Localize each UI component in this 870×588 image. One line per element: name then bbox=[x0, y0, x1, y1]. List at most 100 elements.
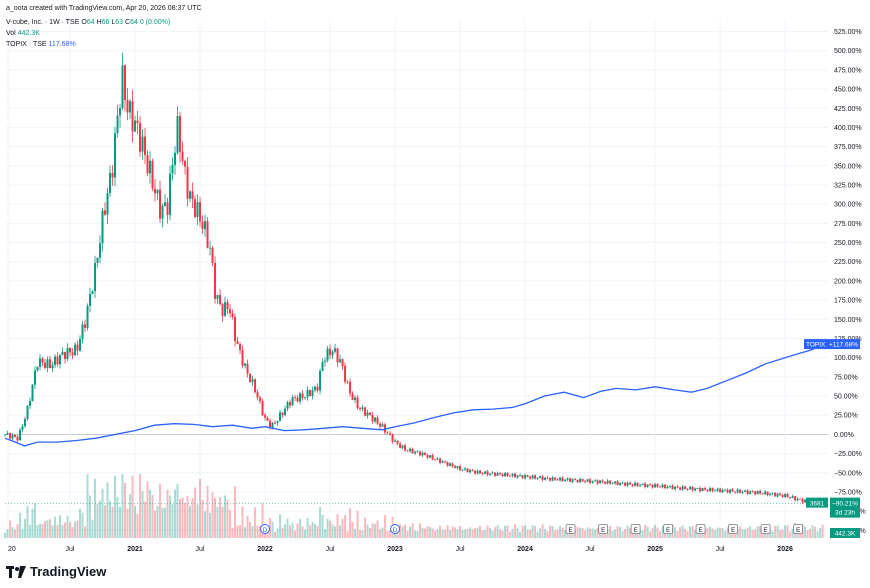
volume-bar bbox=[286, 518, 289, 538]
event-marker-label: D bbox=[263, 528, 268, 534]
volume-bar bbox=[681, 525, 684, 538]
candle-body bbox=[211, 247, 214, 263]
candle-body bbox=[109, 172, 112, 194]
candle-body bbox=[129, 101, 132, 113]
volume-bar bbox=[591, 528, 594, 538]
tradingview-logo-icon bbox=[6, 565, 26, 578]
volume-bar bbox=[336, 514, 339, 538]
x-tick-label: 2024 bbox=[517, 546, 533, 553]
tradingview-logo[interactable]: TradingView bbox=[6, 563, 106, 579]
candle-body bbox=[411, 448, 414, 454]
volume-bar bbox=[739, 526, 742, 538]
candle-body bbox=[266, 417, 269, 421]
candle-body bbox=[464, 468, 467, 470]
topix-legend[interactable]: TOPIX · TSE 117.68% bbox=[6, 40, 76, 49]
high-value: 66 bbox=[101, 19, 110, 26]
candle-body bbox=[26, 405, 29, 420]
candle-body bbox=[491, 472, 494, 474]
volume-bar bbox=[446, 525, 449, 538]
volume-bar bbox=[561, 527, 564, 538]
candle-body bbox=[6, 433, 9, 435]
volume-bar bbox=[161, 507, 164, 538]
volume-bar bbox=[491, 530, 494, 538]
candle-body bbox=[571, 479, 574, 482]
candle-body bbox=[459, 466, 462, 471]
volume-bar bbox=[434, 530, 437, 538]
volume-bar bbox=[256, 525, 259, 538]
candle-body bbox=[359, 408, 362, 410]
volume-bar bbox=[769, 528, 772, 538]
candle-body bbox=[794, 496, 797, 501]
candle-body bbox=[731, 489, 734, 492]
volume-bar bbox=[331, 524, 334, 538]
candle-body bbox=[296, 397, 299, 402]
candle-body bbox=[444, 461, 447, 463]
volume-bar bbox=[126, 508, 129, 538]
volume-legend[interactable]: Vol 442.3K bbox=[6, 29, 40, 38]
volume-bar bbox=[129, 494, 132, 538]
candle-body bbox=[676, 486, 679, 488]
candle-body bbox=[141, 136, 144, 152]
volume-bar bbox=[191, 497, 194, 538]
candle-body bbox=[249, 373, 252, 383]
candle-body bbox=[551, 477, 554, 481]
volume-bar bbox=[381, 527, 384, 538]
volume-bar bbox=[229, 510, 232, 538]
volume-bar bbox=[406, 530, 409, 538]
y-axis: 525.00% 500.00% 475.00% 450.00% 425.00% 400.0… bbox=[834, 29, 866, 535]
volume-bar bbox=[271, 521, 274, 538]
y-tick-label: 150.00% bbox=[834, 317, 862, 324]
volume-bar bbox=[424, 528, 427, 538]
candle-body bbox=[484, 471, 487, 474]
volume-bar bbox=[396, 529, 399, 538]
volume-bar bbox=[621, 531, 624, 538]
volume-bar bbox=[314, 524, 317, 538]
candle-body bbox=[781, 494, 784, 498]
volume-bar bbox=[744, 529, 747, 538]
candle-body bbox=[314, 386, 317, 391]
volume-value: 442.3K bbox=[17, 30, 40, 37]
candle-body bbox=[476, 470, 479, 474]
candle-body bbox=[369, 412, 372, 415]
candle-body bbox=[64, 351, 67, 359]
candle-body bbox=[289, 402, 292, 406]
volume-bar bbox=[56, 524, 59, 538]
volume-bar bbox=[106, 482, 109, 538]
candle-body bbox=[9, 433, 12, 439]
candle-body bbox=[714, 490, 717, 492]
candle-body bbox=[149, 160, 152, 174]
volume-bar bbox=[179, 498, 182, 538]
volume-bar bbox=[714, 530, 717, 538]
candle-body bbox=[151, 160, 154, 189]
volume-bar bbox=[301, 526, 304, 538]
volume-bar bbox=[649, 531, 652, 538]
candle-body bbox=[726, 489, 729, 493]
candle-body bbox=[754, 491, 757, 495]
candle-body bbox=[301, 393, 304, 399]
candle-body bbox=[711, 488, 714, 492]
volume-bar bbox=[94, 479, 97, 538]
volume-bar bbox=[811, 525, 814, 538]
candle-body bbox=[311, 390, 314, 397]
volume-bar bbox=[174, 489, 177, 538]
volume-bar bbox=[121, 474, 124, 538]
candle-body bbox=[796, 498, 799, 501]
volume-bar bbox=[696, 530, 699, 538]
candle-body bbox=[589, 479, 592, 483]
candle-body bbox=[259, 397, 262, 402]
candle-body bbox=[661, 484, 664, 488]
earnings-marker bbox=[663, 524, 673, 534]
candle-body bbox=[114, 133, 117, 178]
symbol-legend[interactable]: V-cube, Inc. · 1W · TSE O64 H66 L63 C64 … bbox=[6, 18, 170, 27]
volume-bar bbox=[451, 526, 454, 538]
change-tag-value: −90.21% bbox=[832, 501, 858, 508]
event-marker-label: E bbox=[569, 528, 573, 534]
volume-bar bbox=[246, 515, 249, 538]
volume-bar bbox=[306, 517, 309, 538]
volume-bar bbox=[281, 527, 284, 538]
volume-bar bbox=[209, 512, 212, 538]
candle-body bbox=[299, 393, 302, 402]
volume-bar bbox=[706, 527, 709, 538]
event-marker-label: E bbox=[634, 528, 638, 534]
